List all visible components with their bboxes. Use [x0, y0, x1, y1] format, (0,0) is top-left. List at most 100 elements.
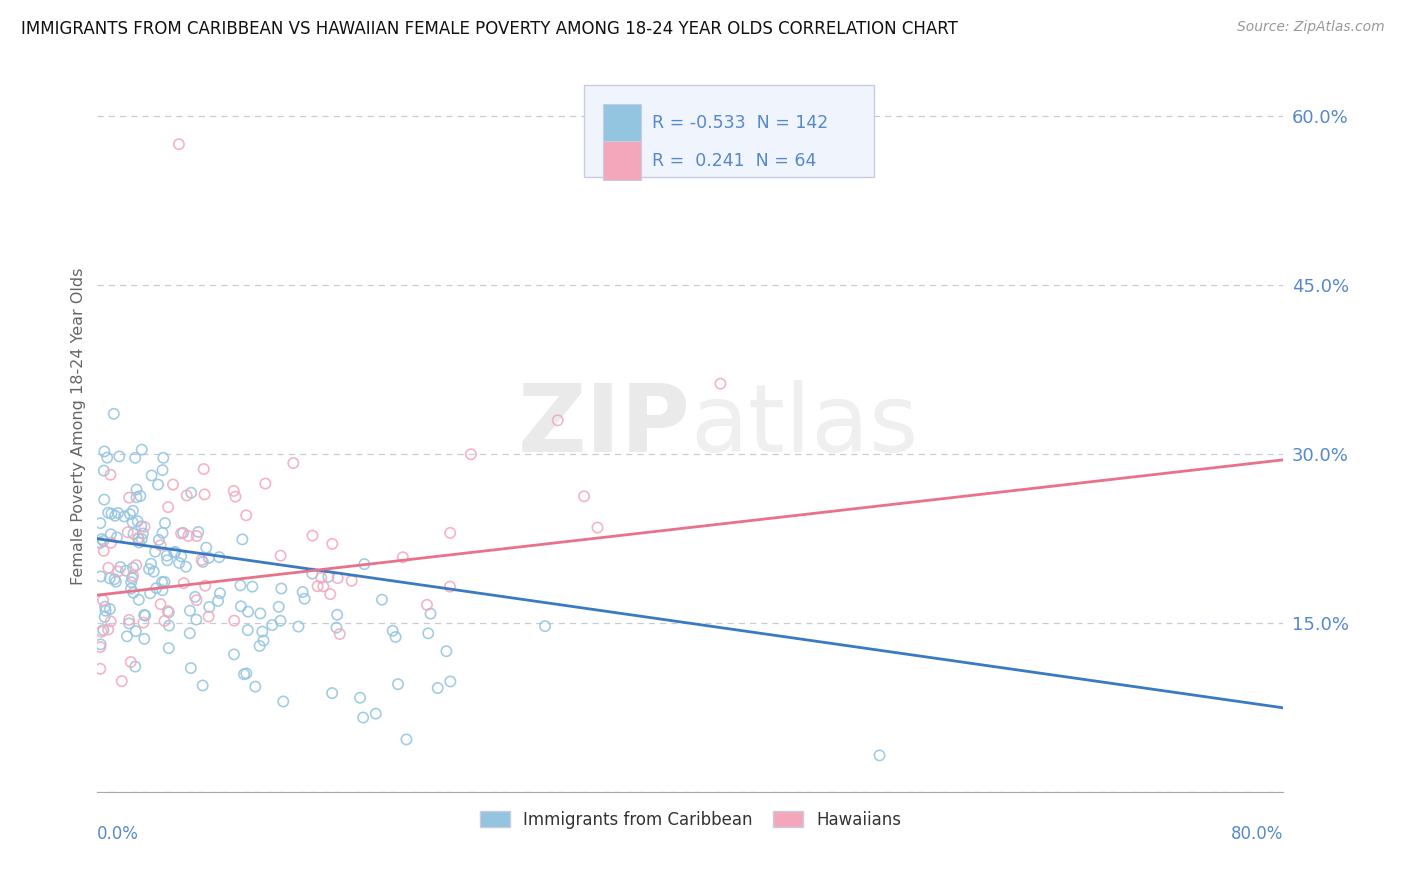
Point — [222, 648, 245, 662]
Point — [294, 591, 316, 606]
Point — [252, 633, 274, 648]
Point — [460, 447, 482, 461]
Point — [391, 550, 413, 565]
Point — [118, 616, 141, 631]
Point — [325, 621, 347, 635]
Point — [416, 598, 439, 612]
Point — [118, 491, 141, 505]
Point — [118, 507, 141, 521]
Point — [236, 623, 259, 637]
Point — [180, 661, 202, 675]
Point — [93, 610, 115, 624]
Point — [153, 516, 176, 530]
Point — [190, 553, 212, 567]
Point — [311, 571, 333, 585]
Point — [134, 632, 156, 646]
Point — [174, 559, 197, 574]
Point — [157, 618, 180, 632]
Point — [173, 576, 195, 591]
Point — [125, 483, 148, 497]
Point — [307, 579, 329, 593]
Point — [120, 655, 142, 669]
Point — [254, 476, 277, 491]
Text: R =  0.241  N = 64: R = 0.241 N = 64 — [652, 152, 817, 169]
Point — [208, 550, 231, 565]
Point — [326, 607, 349, 622]
Point — [439, 674, 461, 689]
Point — [157, 641, 180, 656]
Point — [157, 605, 180, 619]
Text: Source: ZipAtlas.com: Source: ZipAtlas.com — [1237, 20, 1385, 34]
Point — [312, 579, 335, 593]
Point — [143, 544, 166, 558]
Point — [156, 549, 179, 563]
Point — [301, 566, 323, 581]
Point — [179, 604, 201, 618]
Point — [547, 413, 569, 427]
Point — [115, 564, 138, 578]
Point — [153, 574, 176, 589]
Point — [262, 618, 284, 632]
Point — [93, 464, 115, 478]
Point — [128, 592, 150, 607]
Point — [233, 667, 256, 681]
Point — [139, 557, 162, 571]
Point — [89, 640, 111, 654]
Point — [139, 586, 162, 600]
Point — [229, 599, 252, 614]
Point — [149, 538, 172, 552]
Point — [193, 487, 215, 501]
Point — [235, 508, 257, 523]
Point — [419, 607, 441, 621]
FancyBboxPatch shape — [583, 86, 875, 177]
Point — [93, 544, 115, 558]
Point — [364, 706, 387, 721]
Point — [586, 520, 609, 534]
Point — [222, 483, 245, 498]
Point — [224, 614, 246, 628]
Point — [170, 549, 193, 564]
Point — [191, 555, 214, 569]
Point — [439, 580, 461, 594]
Point — [180, 485, 202, 500]
Point — [100, 615, 122, 629]
Point — [152, 583, 174, 598]
Y-axis label: Female Poverty Among 18-24 Year Olds: Female Poverty Among 18-24 Year Olds — [72, 268, 86, 584]
Point — [97, 561, 120, 575]
Point — [267, 599, 290, 614]
Point — [236, 605, 259, 619]
Point — [122, 504, 145, 518]
Text: R = -0.533  N = 142: R = -0.533 N = 142 — [652, 113, 828, 132]
Point — [91, 593, 114, 607]
Point — [134, 607, 156, 622]
Text: atlas: atlas — [690, 380, 918, 472]
Point — [434, 644, 457, 658]
Point — [97, 623, 120, 637]
Point — [191, 679, 214, 693]
Point — [127, 514, 149, 528]
Point — [395, 732, 418, 747]
Point — [146, 477, 169, 491]
Point — [98, 571, 121, 585]
Point — [90, 624, 112, 639]
Point — [129, 489, 152, 503]
Point — [157, 500, 180, 514]
Point — [184, 590, 207, 604]
Point — [177, 529, 200, 543]
Point — [270, 549, 292, 563]
Point — [132, 526, 155, 541]
Point — [98, 602, 121, 616]
Point — [381, 624, 404, 638]
Point — [122, 561, 145, 575]
Point — [384, 630, 406, 644]
Point — [131, 532, 153, 546]
Point — [245, 680, 267, 694]
Point — [125, 624, 148, 639]
Point — [270, 582, 292, 596]
Point — [170, 526, 193, 541]
Point — [134, 520, 156, 534]
Point — [156, 553, 179, 567]
Point — [387, 677, 409, 691]
Point — [134, 608, 156, 623]
Point — [167, 556, 190, 570]
